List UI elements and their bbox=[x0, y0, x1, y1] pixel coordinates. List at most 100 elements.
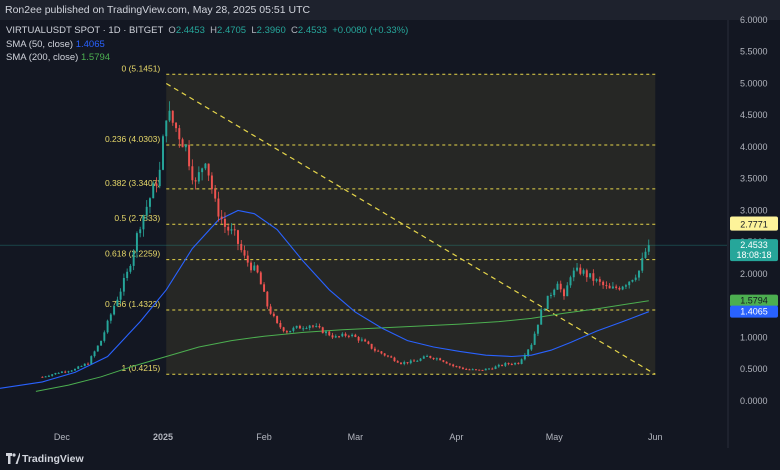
candle-body bbox=[103, 332, 106, 341]
candle-body bbox=[77, 366, 80, 369]
candle-body bbox=[60, 371, 63, 373]
candle-body bbox=[122, 278, 125, 292]
candle-body bbox=[426, 355, 429, 357]
candle-body bbox=[152, 183, 155, 199]
y-tick-label: 5.5000 bbox=[740, 47, 768, 57]
candle-body bbox=[468, 369, 471, 371]
candle-body bbox=[422, 356, 425, 359]
x-tick-label: Jun bbox=[648, 432, 663, 442]
y-tick-label: 5.0000 bbox=[740, 78, 768, 88]
candle-body bbox=[240, 243, 243, 251]
candle-body bbox=[256, 265, 259, 273]
close-value: 2.4533 bbox=[297, 25, 327, 36]
candle-body bbox=[592, 273, 595, 281]
candle-body bbox=[217, 198, 220, 217]
price-badge-label: 1.4065 bbox=[740, 307, 768, 317]
candle-body bbox=[135, 233, 138, 252]
candle-body bbox=[119, 291, 122, 300]
candle-body bbox=[478, 369, 481, 371]
candle-body bbox=[227, 226, 230, 231]
candle-body bbox=[435, 358, 438, 360]
candle-body bbox=[106, 320, 109, 333]
x-tick-label: Apr bbox=[449, 432, 463, 442]
sma200-value: 1.5794 bbox=[80, 52, 111, 63]
candle-body bbox=[530, 344, 533, 350]
candle-body bbox=[87, 363, 90, 365]
candle-body bbox=[615, 286, 618, 288]
candle-body bbox=[253, 265, 256, 271]
candle-body bbox=[631, 279, 634, 282]
fib-level-label: 1 (0.4215) bbox=[122, 363, 161, 373]
tradingview-logo-icon bbox=[6, 453, 20, 464]
candle-body bbox=[377, 350, 380, 352]
candle-body bbox=[70, 370, 73, 372]
candle-body bbox=[409, 360, 412, 364]
low-label: L bbox=[251, 25, 257, 36]
candle-body bbox=[178, 128, 181, 140]
publisher-bar: Ron2ee published on TradingView.com, May… bbox=[0, 0, 780, 20]
candle-body bbox=[145, 206, 148, 216]
x-tick-label: Feb bbox=[256, 432, 272, 442]
candle-body bbox=[171, 110, 174, 123]
price-badge-bg bbox=[730, 294, 778, 307]
candle-body bbox=[543, 308, 546, 310]
fib-level-label: 0 (5.1451) bbox=[122, 63, 161, 73]
candle-body bbox=[83, 363, 86, 366]
candle-body bbox=[488, 368, 490, 370]
footer-bar: TradingView bbox=[0, 448, 780, 470]
candle-body bbox=[637, 270, 640, 278]
candle-body bbox=[344, 333, 347, 336]
candle-body bbox=[598, 279, 601, 282]
candles bbox=[41, 101, 650, 378]
candle-body bbox=[569, 277, 572, 286]
sma200-row: SMA (200, close) 1.5794 bbox=[6, 51, 408, 65]
candle-body bbox=[269, 306, 272, 314]
candle-body bbox=[576, 267, 579, 271]
candle-body bbox=[100, 340, 103, 346]
candle-body bbox=[41, 376, 44, 378]
candle-body bbox=[259, 272, 262, 285]
candle-body bbox=[553, 289, 556, 296]
candle-body bbox=[527, 349, 530, 355]
candle-body bbox=[279, 323, 282, 328]
sma200-line bbox=[35, 300, 649, 392]
close-label: C bbox=[291, 25, 298, 36]
candle-body bbox=[432, 357, 435, 360]
candle-body bbox=[90, 356, 93, 364]
candle-body bbox=[155, 183, 158, 187]
candle-body bbox=[109, 314, 112, 321]
candle-body bbox=[302, 328, 305, 330]
candle-body bbox=[494, 366, 497, 370]
candle-body bbox=[175, 122, 178, 129]
candle-body bbox=[386, 355, 389, 357]
x-tick-label: 2025 bbox=[153, 432, 173, 442]
candle-body bbox=[282, 327, 285, 332]
sma50-line bbox=[0, 209, 649, 389]
candle-body bbox=[393, 357, 396, 362]
candle-body bbox=[220, 216, 223, 219]
candle-body bbox=[364, 339, 367, 342]
candle-body bbox=[628, 281, 631, 286]
candle-body bbox=[507, 363, 510, 365]
tradingview-brand: TradingView bbox=[22, 453, 84, 465]
candle-body bbox=[331, 335, 334, 338]
candle-body bbox=[51, 374, 54, 376]
low-value: 2.3960 bbox=[256, 25, 286, 36]
chart-legend: VIRTUALUSDT SPOT · 1D · BITGET O2.4453 H… bbox=[6, 24, 408, 65]
candle-body bbox=[311, 325, 314, 327]
candle-body bbox=[540, 309, 543, 325]
candle-body bbox=[237, 230, 239, 244]
candle-body bbox=[233, 229, 236, 231]
candle-body bbox=[634, 277, 637, 280]
fib-level-label: 0.5 (2.7833) bbox=[114, 213, 160, 223]
candle-body bbox=[129, 265, 132, 272]
sma50-row: SMA (50, close) 1.4065 bbox=[6, 38, 408, 52]
open-label: O bbox=[168, 25, 176, 36]
candle-body bbox=[605, 285, 608, 287]
candle-body bbox=[80, 365, 83, 367]
candle-body bbox=[54, 372, 57, 375]
x-tick-label: Mar bbox=[348, 432, 364, 442]
candle-body bbox=[57, 372, 60, 374]
